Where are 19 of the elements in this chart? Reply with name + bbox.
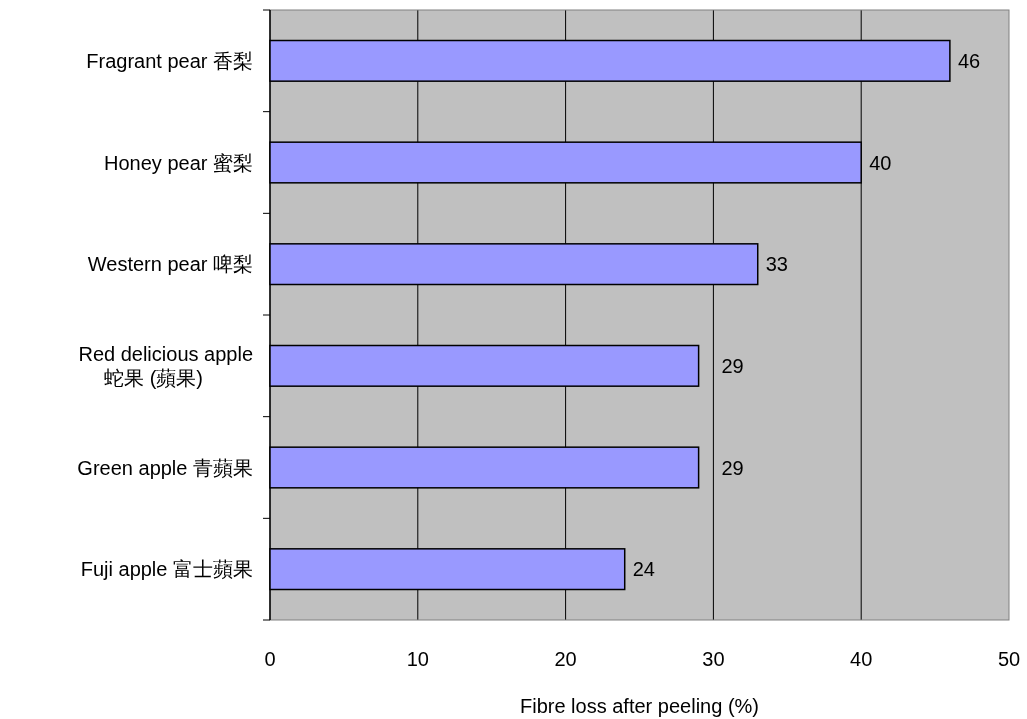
y-tick-label: Green apple 青蘋果 xyxy=(77,456,253,479)
x-axis-title: Fibre loss after peeling (%) xyxy=(520,695,759,717)
x-tick-label: 20 xyxy=(554,648,577,670)
data-label: 46 xyxy=(957,49,981,72)
y-tick-label: Red delicious apple 蛇果 (蘋果) xyxy=(78,342,253,389)
x-tick-label: 10 xyxy=(406,648,429,670)
y-tick-label: Fuji apple 富士蘋果 xyxy=(80,558,253,581)
data-label: 29 xyxy=(721,354,744,377)
x-tick-label: 50 xyxy=(997,648,1021,670)
y-tick-label: Western pear 啤梨 xyxy=(87,253,253,276)
x-tick-label: 30 xyxy=(702,648,725,670)
x-tick-label: 0 xyxy=(264,648,276,670)
data-label: 24 xyxy=(632,558,655,581)
data-label: 29 xyxy=(721,456,744,479)
y-tick-label: Fragrant pear 香梨 xyxy=(86,49,253,72)
x-tick-label: 40 xyxy=(850,648,873,670)
data-label: 33 xyxy=(765,253,788,276)
data-label: 40 xyxy=(869,151,892,174)
y-tick-label: Honey pear 蜜梨 xyxy=(104,151,253,174)
